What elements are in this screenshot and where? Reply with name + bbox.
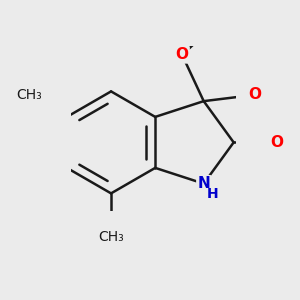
Text: O: O — [271, 135, 284, 150]
Text: O: O — [176, 47, 189, 62]
Text: H: H — [207, 188, 219, 201]
Text: N: N — [197, 176, 210, 191]
Text: CH₃: CH₃ — [98, 230, 124, 244]
Text: O: O — [248, 87, 261, 102]
Text: CH₃: CH₃ — [16, 88, 42, 102]
